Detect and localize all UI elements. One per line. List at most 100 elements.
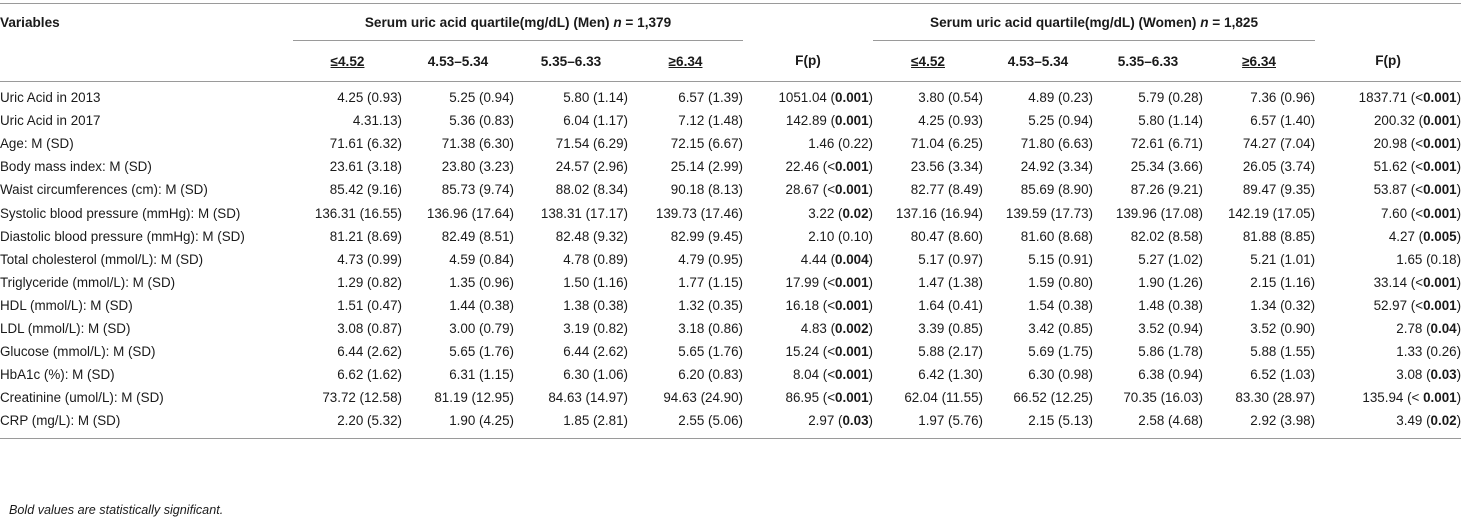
men-f-value-p-value: 0.001 [835,182,869,198]
women-quartile-2: 4.53–5.34 [1007,53,1069,69]
men-f-value-stat: 4.44 ( [800,251,836,267]
men-f-value: 15.24 (<0.001) [743,340,874,363]
men-q1-value: 136.31 (16.55) [314,205,402,221]
men-q2-value: 1.44 (0.38) [449,297,514,313]
women-f-value-p-value: 0.001 [1423,159,1457,175]
women-q4-value: 2.15 (1.16) [1250,274,1316,290]
men-f-value-stat: 1.46 (0.22) [808,136,874,152]
men-f-value-p-value: 0.001 [835,113,869,129]
table-header: Variables Serum uric acid quartile(mg/dL… [0,3,1461,82]
men-q1-value: 4.73 (0.99) [337,251,402,267]
men-q4-value: 94.63 (24.90) [663,390,744,406]
women-q3-value: 82.02 (8.58) [1130,228,1204,244]
men-f-value-stat: 4.83 ( [800,320,836,336]
men-q4-value: 4.79 (0.95) [678,251,744,267]
women-q1-value: 5.88 (2.17) [918,344,984,360]
men-f-value-p-value: 0.001 [835,90,869,106]
men-f-value-close: ) [868,320,874,336]
row-label: LDL (mmol/L): M (SD) [0,320,131,336]
men-q3-value: 6.30 (1.06) [563,367,628,383]
men-q4-value: 3.18 (0.86) [678,320,744,336]
men-q1-value: 81.21 (8.69) [329,228,402,244]
women-f-value: 1837.71 (<0.001) [1315,82,1461,110]
women-q1-value: 1.97 (5.76) [918,413,984,429]
women-f-value-stat: 1.33 (0.26) [1396,344,1461,360]
women-q3-value: 72.61 (6.71) [1130,136,1204,152]
men-f-value: 4.83 (0.002) [743,317,873,340]
women-f-value: 1.33 (0.26) [1315,340,1461,363]
women-q3-value: 3.52 (0.94) [1138,320,1204,336]
table-row: HDL (mmol/L): M (SD) 1.51 (0.47) 1.44 (0.3… [0,294,1461,317]
table-row: Body mass index: M (SD) 23.61 (3.18) 23.80… [0,155,1461,178]
women-f-value-close: ) [1456,113,1461,129]
women-f-value-close: ) [1456,274,1461,290]
women-f-value-p-value: 0.001 [1423,205,1457,221]
women-q1-value: 6.42 (1.30) [918,367,984,383]
men-f-value-close: ) [868,159,874,175]
men-q3-value: 24.57 (2.96) [555,159,628,175]
row-label: Uric Acid in 2013 [0,90,101,106]
men-q3-value: 1.38 (0.38) [563,297,628,313]
men-quartile-2: 4.53–5.34 [427,53,489,69]
men-f-value: 4.44 (0.004) [743,248,873,271]
men-q3-value: 1.50 (1.16) [563,274,628,290]
men-f-value-close: ) [868,251,874,267]
men-q3-value: 6.04 (1.17) [563,113,628,129]
women-f-value-stat: 200.32 ( [1373,113,1424,129]
women-f-value-stat: 135.94 (< [1362,390,1424,406]
men-q4-value: 139.73 (17.46) [655,205,744,221]
table-row: Diastolic blood pressure (mmHg): M (SD) 8… [0,225,1461,248]
women-f-value-p-value: 0.02 [1430,413,1457,429]
men-f-value-p-value: 0.02 [842,205,869,221]
men-f-value: 3.22 (0.02) [743,201,873,224]
men-f-value-stat: 28.67 (< [785,182,836,198]
men-q3-value: 3.19 (0.82) [563,320,628,336]
men-q1-value: 4.25 (0.93) [337,90,402,106]
women-f-value-stat: 52.97 (< [1373,297,1424,313]
women-f-value: 51.62 (<0.001) [1315,155,1461,178]
men-f-value-stat: 2.10 (0.10) [808,228,874,244]
men-f-value-close: ) [868,390,874,406]
women-f-value-p-value: 0.001 [1423,90,1457,106]
women-f-value-close: ) [1456,367,1461,383]
women-q4-value: 7.36 (0.96) [1250,90,1316,106]
men-q3-value: 88.02 (8.34) [555,182,628,198]
table-row: Triglyceride (mmol/L): M (SD) 1.29 (0.82)… [0,271,1461,294]
men-q2-value: 6.31 (1.15) [449,367,514,383]
women-f-value-close: ) [1456,90,1461,106]
men-f-value: 86.95 (<0.001) [743,386,874,409]
header-variables: Variables [0,14,60,30]
women-f-value-stat: 20.98 (< [1373,136,1424,152]
women-q2-value: 66.52 (12.25) [1013,390,1094,406]
women-q4-value: 3.52 (0.90) [1250,320,1316,336]
women-fp-header: F(p) [1375,53,1401,69]
women-q2-value: 3.42 (0.85) [1028,320,1094,336]
women-f-value-p-value: 0.001 [1423,390,1457,406]
row-label: Diastolic blood pressure (mmHg): M (SD) [0,228,245,244]
men-f-value-stat: 15.24 (< [785,344,836,360]
men-q3-value: 84.63 (14.97) [548,390,628,406]
women-q2-value: 1.54 (0.38) [1028,297,1094,313]
men-f-value: 17.99 (<0.001) [743,271,874,294]
men-q4-value: 1.77 (1.15) [678,274,744,290]
women-f-value: 52.97 (<0.001) [1315,294,1461,317]
men-f-value-stat: 1051.04 ( [778,90,836,106]
women-q2-value: 2.15 (5.13) [1028,413,1094,429]
men-q2-value: 81.19 (12.95) [434,390,514,406]
women-q1-value: 4.25 (0.93) [918,113,984,129]
table-row: Creatinine (umol/L): M (SD) 73.72 (12.58)… [0,386,1461,409]
men-q2-value: 23.80 (3.23) [441,159,514,175]
women-q4-value: 26.05 (3.74) [1242,159,1316,175]
women-f-value-close: ) [1456,182,1461,198]
women-q2-value: 85.69 (8.90) [1020,182,1094,198]
table-row: CRP (mg/L): M (SD) 2.20 (5.32) 1.90 (4.25)… [0,409,1461,439]
women-q3-value: 6.38 (0.94) [1138,367,1204,383]
men-f-value-stat: 86.95 (< [785,390,836,406]
women-q3-value: 139.96 (17.08) [1115,205,1204,221]
men-f-value-close: ) [868,297,874,313]
table-row: HbA1c (%): M (SD) 6.62 (1.62) 6.31 (1.15) 6… [0,363,1461,386]
data-table: Variables Serum uric acid quartile(mg/dL… [0,3,1461,439]
women-q2-value: 24.92 (3.34) [1020,159,1094,175]
men-q4-value: 90.18 (8.13) [670,182,744,198]
women-q2-value: 5.69 (1.75) [1028,344,1094,360]
